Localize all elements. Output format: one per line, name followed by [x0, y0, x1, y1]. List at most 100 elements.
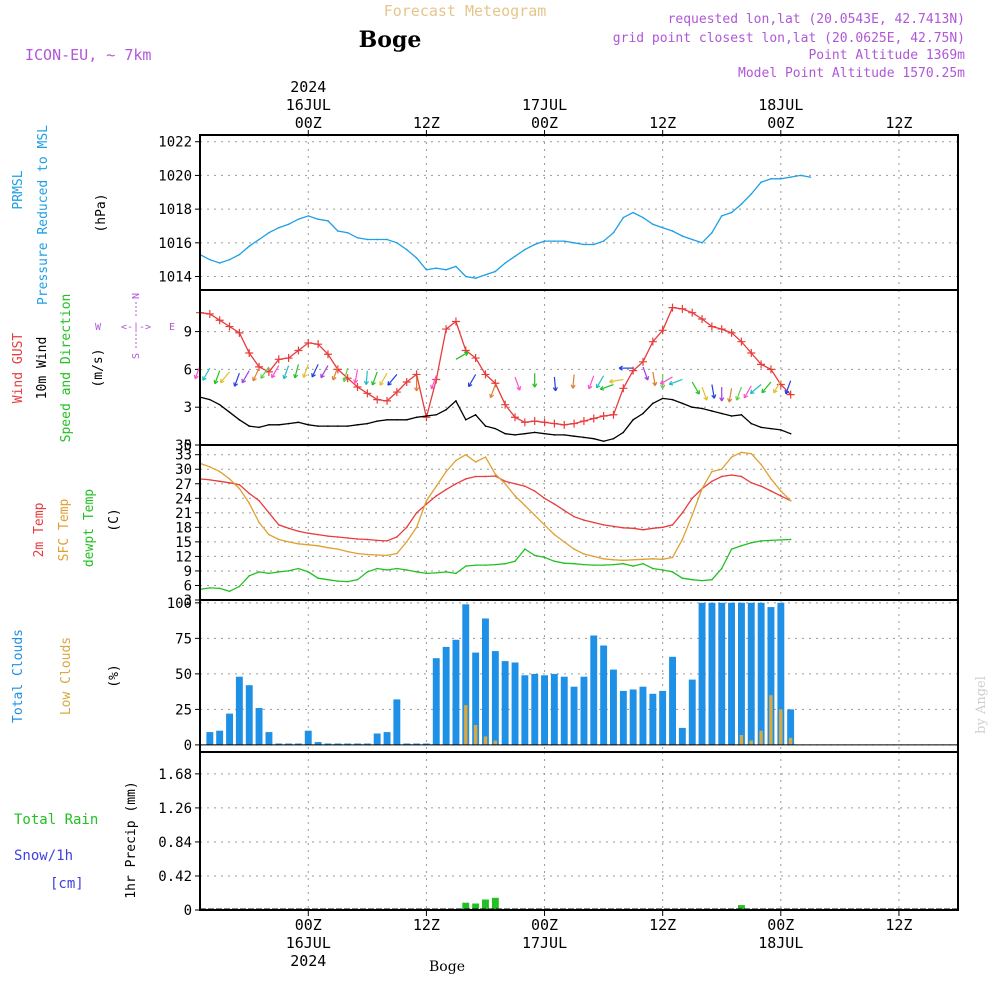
- panel-precipitation: 0 0.42 0.84 1.26 1.68: [158, 751, 959, 919]
- wind-arrow-head: [379, 381, 384, 386]
- data-point: [592, 564, 595, 566]
- data-point: [474, 277, 477, 280]
- data-point: [573, 562, 575, 565]
- low-clouds-bar: [483, 736, 488, 745]
- credit-text: by Angel: [974, 676, 989, 734]
- data-point: [691, 578, 694, 581]
- wind-arrow-head: [342, 377, 348, 383]
- bottom-tick-label: 12Z: [885, 916, 912, 934]
- wind-unit: (m/s): [91, 348, 106, 387]
- data-point: [228, 258, 231, 261]
- total-clouds-bar: [610, 669, 617, 745]
- data-point: [514, 560, 516, 563]
- gust-label: Wind GUST: [11, 333, 26, 404]
- total-clouds-bar: [285, 743, 293, 745]
- data-point: [366, 238, 369, 241]
- wind-arrow-head: [660, 384, 666, 389]
- data-point: [671, 571, 674, 573]
- data-point: [337, 230, 339, 232]
- total-clouds-bar: [491, 651, 499, 745]
- data-point: [504, 562, 506, 565]
- gust-point: [284, 354, 293, 363]
- data-point: [268, 572, 270, 575]
- data-point: [415, 512, 418, 514]
- data-point: [327, 546, 329, 549]
- data-point: [307, 571, 310, 573]
- y-tick-label: 50: [175, 667, 192, 683]
- data-point: [405, 526, 408, 529]
- data-point: [671, 556, 674, 559]
- y-tick-label: 9: [184, 325, 192, 341]
- data-point: [435, 572, 438, 574]
- wind-arrow-head: [652, 381, 658, 387]
- bottom-tick-label: 12Z: [649, 916, 676, 934]
- wind-arrow: [596, 375, 605, 389]
- wind-arrow: [354, 369, 359, 384]
- wind-arrow: [750, 384, 762, 394]
- panels: 1014101610181020102203693691215182124273…: [158, 134, 959, 919]
- data-point: [612, 437, 615, 440]
- gust-point: [422, 413, 431, 422]
- gust-point: [766, 365, 775, 374]
- wind-arrow-head: [464, 351, 469, 357]
- total-clouds-bar: [393, 699, 401, 745]
- wind-arrow: [365, 370, 368, 385]
- data-point: [346, 550, 349, 553]
- gust-point: [540, 418, 549, 427]
- data-point: [622, 216, 625, 219]
- total-clouds-bar: [698, 602, 706, 745]
- wind-arrow: [572, 374, 575, 389]
- low-clouds-bar: [464, 705, 468, 745]
- data-point: [592, 521, 595, 524]
- data-point: [287, 570, 290, 572]
- y-tick-label: 15: [175, 535, 192, 551]
- wind-arrow-head: [282, 374, 288, 380]
- gust-point: [323, 350, 332, 359]
- gust-point: [471, 354, 480, 363]
- data-point: [396, 567, 398, 570]
- data-point: [701, 242, 703, 244]
- data-point: [504, 482, 506, 485]
- data-point: [445, 408, 447, 411]
- data-point: [642, 216, 644, 219]
- data-point: [740, 544, 743, 547]
- data-point: [425, 499, 428, 502]
- data-point: [701, 579, 703, 582]
- data-point: [327, 220, 329, 222]
- y-tick-label: 33: [175, 448, 192, 464]
- total-clouds-bar: [747, 602, 755, 745]
- data-point: [405, 569, 408, 571]
- gust-point: [215, 316, 224, 325]
- data-point: [307, 543, 310, 546]
- data-point: [277, 524, 280, 526]
- gust-point: [698, 314, 707, 323]
- data-point: [740, 203, 743, 205]
- bottom-tick-label: 18JUL: [758, 934, 803, 952]
- wind-arrow: [343, 367, 349, 382]
- gust-point: [442, 325, 451, 334]
- data-point: [228, 481, 231, 484]
- data-point: [484, 475, 487, 478]
- data-point: [317, 533, 319, 536]
- data-point: [514, 482, 516, 485]
- data-point: [297, 530, 300, 533]
- wind-arrow: [701, 386, 708, 401]
- data-point: [711, 410, 713, 412]
- model-label: ICON-EU, ~ 7km: [25, 46, 151, 64]
- data-point: [711, 470, 713, 473]
- data-point: [386, 540, 388, 542]
- data-point: [573, 548, 575, 550]
- wind-arrow: [260, 366, 270, 379]
- data-point: [464, 453, 467, 456]
- wind-arrow-head: [595, 383, 601, 389]
- data-point: [533, 554, 536, 557]
- wind-arrow-head: [219, 378, 225, 384]
- wind-arrow-head: [587, 384, 593, 390]
- data-point: [317, 218, 319, 221]
- data-point: [356, 538, 359, 540]
- y-tick-label: 1018: [158, 202, 192, 218]
- data-point: [543, 240, 546, 242]
- total-clouds-bar: [629, 689, 637, 745]
